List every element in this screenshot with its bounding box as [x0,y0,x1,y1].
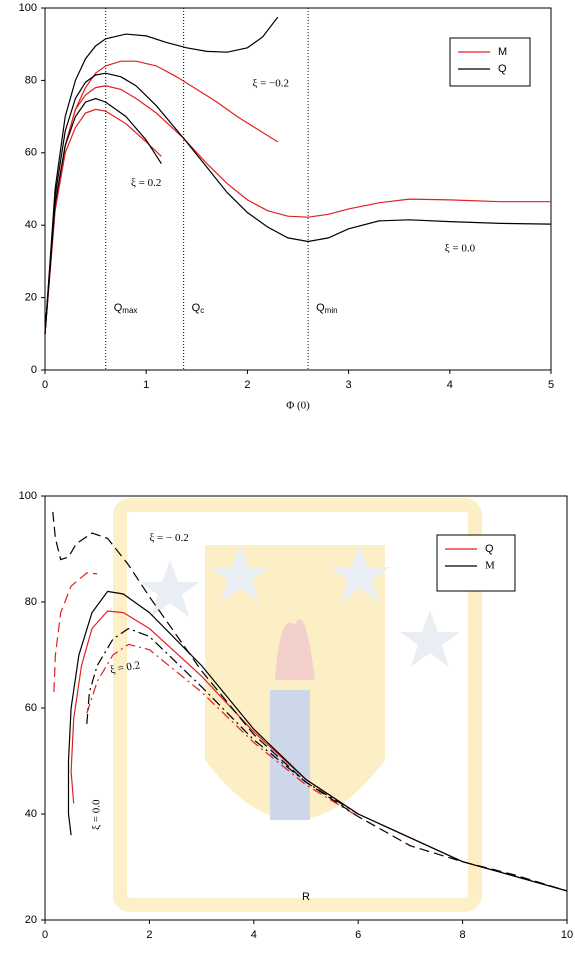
x-tick-label: 8 [460,929,466,941]
annotation: ξ = − 0.2 [149,532,188,544]
x-tick-label: 6 [355,929,361,941]
legend-box [450,38,530,86]
y-tick-label: 80 [25,74,37,86]
x-tick-label: 1 [143,379,149,391]
x-axis-label: R [302,891,310,903]
reference-label: Qc [192,302,205,315]
x-tick-label: 0 [42,929,48,941]
x-tick-label: 4 [447,379,453,391]
y-tick-label: 60 [25,147,37,159]
y-tick-label: 40 [25,808,37,820]
x-tick-label: 10 [561,929,573,941]
y-tick-label: 0 [31,364,37,376]
annotation: ξ = 0.0 [445,242,476,254]
reference-label: Qmax [114,302,138,315]
legend-label: Q [498,63,507,75]
reference-label-sub: c [200,306,204,315]
y-tick-label: 40 [25,219,37,231]
annotation: ξ = 0.0 [91,799,103,830]
series-line [45,109,161,333]
y-tick-label: 60 [25,702,37,714]
legend-label: M [498,46,507,58]
y-tick-label: 20 [25,914,37,926]
reference-label: Qmin [316,302,337,315]
series-line [45,17,278,334]
page: 012345020406080100Φ (0)QmaxQcQminξ = −0.… [0,0,575,956]
watermark [120,505,475,905]
y-tick-label: 80 [25,596,37,608]
x-tick-label: 2 [244,379,250,391]
annotation: ξ = 0.2 [131,177,161,189]
x-axis-label: Φ (0) [286,400,310,412]
x-tick-label: 2 [146,929,152,941]
x-tick-label: 4 [251,929,257,941]
reference-label-sub: min [325,306,338,315]
y-tick-label: 20 [25,292,37,304]
legend-label: Q [485,543,494,555]
reference-label-sub: max [122,306,137,315]
annotation: ξ = −0.2 [252,78,289,90]
legend-box [437,535,515,591]
x-tick-label: 3 [346,379,352,391]
y-tick-label: 100 [19,490,37,502]
legend-label: M [485,560,495,572]
series-line [45,86,551,334]
x-tick-label: 0 [42,379,48,391]
x-tick-label: 5 [548,379,554,391]
y-tick-label: 100 [19,2,37,14]
